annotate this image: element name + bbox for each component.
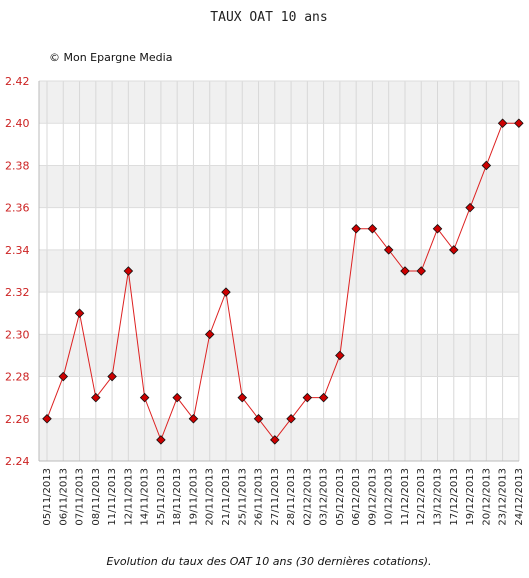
y-axis-ticks: 2.24 2.26 2.28 2.30 2.32 2.34 2.36 2.38 2.40 2.42 — [5, 75, 30, 468]
data-point — [416, 266, 427, 276]
data-point — [107, 371, 117, 382]
x-tick-label: 13/12/2013 — [433, 468, 444, 526]
data-point — [335, 350, 345, 361]
x-tick-label: 05/12/2013 — [335, 468, 346, 526]
data-point — [497, 118, 508, 128]
data-point — [383, 245, 394, 255]
x-tick-label: 19/12/2013 — [465, 468, 476, 526]
plot-area — [42, 118, 524, 445]
y-tick-label: 2.34 — [5, 244, 30, 257]
data-point — [465, 202, 475, 213]
data-point — [91, 392, 101, 403]
data-point — [139, 392, 150, 403]
x-tick-label: 11/11/2013 — [107, 468, 118, 526]
band — [39, 334, 519, 377]
data-point — [481, 160, 492, 171]
y-tick-label: 2.26 — [5, 413, 30, 426]
x-tick-label: 06/11/2013 — [58, 468, 69, 526]
x-tick-label: 06/12/2013 — [351, 468, 362, 526]
x-tick-label: 03/12/2013 — [319, 468, 330, 526]
series-line — [46, 122, 519, 442]
data-point — [318, 392, 329, 403]
data-point — [188, 414, 199, 424]
x-tick-label: 20/12/2013 — [481, 468, 492, 526]
chart-title: TAUX OAT 10 ans — [210, 10, 327, 25]
data-point — [400, 266, 410, 276]
y-tick-label: 2.32 — [5, 286, 30, 299]
x-tick-label: 05/11/2013 — [42, 468, 53, 526]
band — [39, 165, 519, 208]
band — [39, 81, 519, 124]
x-tick-label: 20/11/2013 — [205, 468, 216, 526]
x-tick-label: 27/11/2013 — [270, 468, 281, 526]
x-tick-label: 10/12/2013 — [384, 468, 395, 526]
x-tick-label: 23/12/2013 — [498, 468, 509, 526]
x-tick-label: 14/11/2013 — [140, 468, 151, 526]
x-tick-label: 18/11/2013 — [172, 468, 183, 526]
data-point — [204, 329, 215, 340]
data-point — [302, 392, 313, 403]
y-tick-label: 2.42 — [5, 75, 30, 88]
data-point — [270, 435, 280, 445]
x-tick-label: 24/12/2013 — [514, 468, 525, 526]
data-point — [514, 118, 524, 128]
x-tick-label: 17/12/2013 — [449, 468, 460, 526]
data-point — [123, 266, 134, 276]
x-tick-label: 11/12/2013 — [400, 468, 411, 526]
data-point — [42, 414, 52, 424]
x-tick-label: 19/11/2013 — [188, 468, 199, 526]
band — [39, 249, 519, 293]
y-tick-label: 2.24 — [5, 455, 30, 468]
x-tick-label: 25/11/2013 — [237, 468, 248, 526]
x-tick-label: 21/11/2013 — [221, 468, 232, 526]
y-tick-label: 2.28 — [5, 371, 30, 384]
data-point — [58, 371, 69, 382]
data-point — [237, 392, 248, 403]
data-point — [449, 245, 459, 255]
data-point — [367, 224, 378, 234]
chart-caption: Evolution du taux des OAT 10 ans (30 der… — [106, 555, 431, 568]
x-tick-label: 28/11/2013 — [286, 468, 297, 526]
data-point — [432, 224, 443, 234]
data-point — [74, 308, 85, 318]
x-tick-label: 12/11/2013 — [123, 468, 134, 526]
data-point — [172, 392, 182, 403]
x-tick-label: 02/12/2013 — [302, 468, 313, 526]
copyright-notice: © Mon Epargne Media — [49, 51, 172, 64]
x-tick-label: 09/12/2013 — [367, 468, 378, 526]
y-tick-label: 2.40 — [5, 117, 30, 130]
x-tick-label: 07/11/2013 — [75, 468, 86, 526]
y-tick-label: 2.36 — [5, 202, 30, 215]
background-bands — [39, 81, 519, 461]
x-tick-label: 08/11/2013 — [91, 468, 102, 526]
x-tick-label: 12/12/2013 — [416, 468, 427, 526]
data-point — [351, 224, 361, 234]
y-tick-label: 2.38 — [5, 159, 30, 172]
data-point — [221, 287, 231, 297]
grid-lines — [38, 80, 520, 462]
x-tick-label: 15/11/2013 — [156, 468, 167, 526]
data-point — [253, 414, 264, 424]
y-tick-label: 2.30 — [5, 328, 30, 341]
data-point — [156, 435, 166, 445]
x-tick-label: 26/11/2013 — [254, 468, 265, 526]
x-axis-ticks: 05/11/2013 06/11/2013 07/11/2013 08/11/2013… — [42, 468, 525, 526]
data-point — [286, 414, 296, 424]
